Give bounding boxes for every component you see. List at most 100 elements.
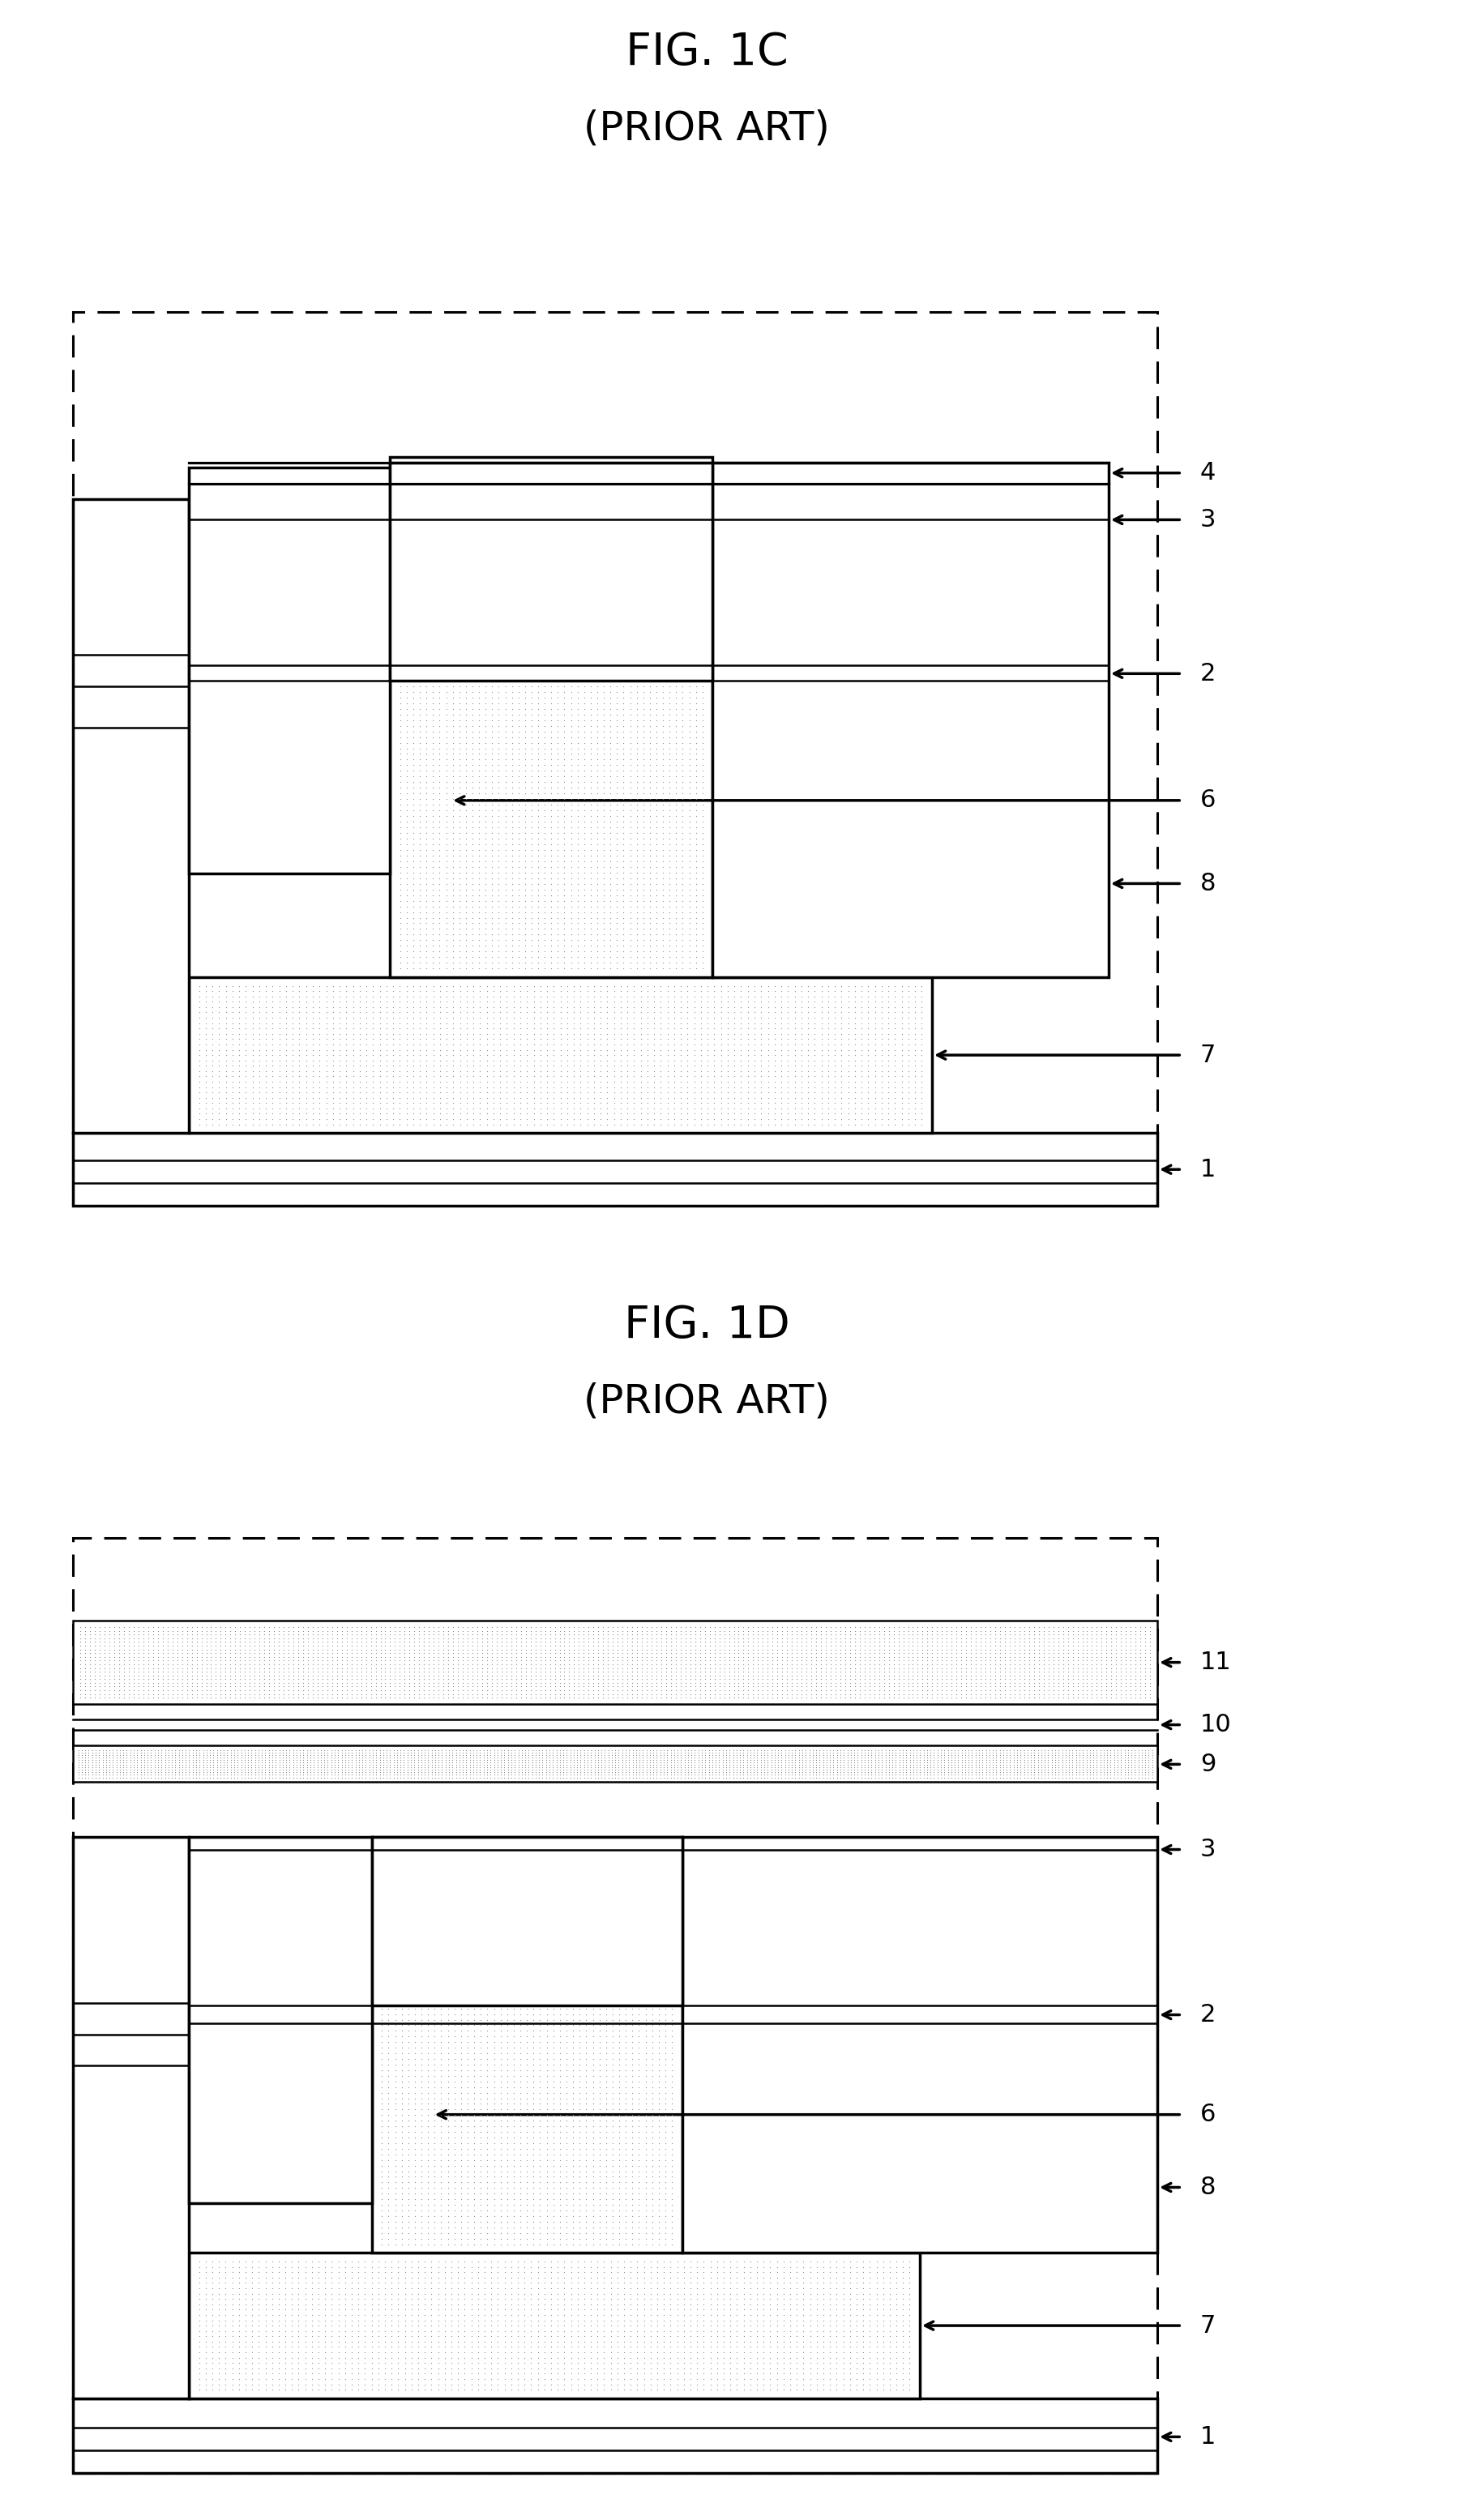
Point [449, 1905, 472, 1945]
Point [146, 1630, 170, 1671]
Point [417, 2134, 440, 2175]
Point [1092, 1736, 1116, 1777]
Point [576, 1036, 599, 1076]
Point [981, 1749, 1004, 1789]
Point [575, 1898, 598, 1938]
Point [567, 2190, 591, 2230]
Point [254, 1099, 278, 1139]
Point [654, 1938, 677, 1978]
Point [462, 988, 485, 1028]
Point [645, 446, 668, 486]
Point [611, 1749, 635, 1789]
Point [404, 2061, 427, 2102]
Point [415, 746, 439, 786]
Point [665, 2248, 689, 2288]
Point [601, 2094, 624, 2134]
Point [579, 1749, 602, 1789]
Point [556, 1008, 579, 1048]
Point [421, 879, 444, 920]
Point [651, 627, 674, 668]
Point [481, 869, 504, 910]
Point [561, 2079, 585, 2119]
Point [671, 925, 694, 965]
Point [870, 975, 893, 1016]
Point [423, 2202, 446, 2243]
Point [513, 2344, 537, 2384]
Point [689, 1071, 712, 1111]
Point [863, 1104, 886, 1144]
Point [890, 1084, 914, 1124]
Point [294, 1089, 317, 1129]
Point [446, 2301, 469, 2341]
Point [851, 2258, 874, 2298]
Point [474, 542, 497, 582]
Point [208, 2331, 231, 2371]
Point [896, 993, 920, 1033]
Point [738, 2349, 762, 2389]
Point [526, 2253, 550, 2293]
Point [436, 1887, 459, 1928]
Point [534, 1608, 557, 1648]
Point [314, 1046, 338, 1086]
Point [161, 1729, 184, 1769]
Point [98, 1658, 121, 1698]
Point [738, 2253, 762, 2293]
Point [892, 1648, 915, 1688]
Point [671, 824, 694, 864]
Point [452, 1663, 475, 1704]
Point [443, 1855, 466, 1895]
Point [712, 1643, 735, 1683]
Point [1016, 1749, 1039, 1789]
Point [507, 610, 531, 650]
Point [213, 2321, 237, 2361]
Point [548, 2079, 572, 2119]
Point [737, 1635, 760, 1676]
Point [449, 1089, 472, 1129]
Point [542, 1641, 566, 1681]
Point [466, 2354, 490, 2394]
Point [456, 1887, 480, 1928]
Point [944, 1671, 968, 1711]
Point [282, 1663, 306, 1704]
Point [509, 1104, 532, 1144]
Point [154, 1744, 177, 1784]
Point [390, 2112, 414, 2152]
Point [1124, 1635, 1148, 1676]
Point [187, 1094, 211, 1134]
Point [595, 2006, 618, 2046]
Point [776, 993, 800, 1033]
Point [1095, 1729, 1118, 1769]
Point [787, 1739, 810, 1779]
Point [1061, 1744, 1085, 1784]
Point [404, 2117, 427, 2157]
Point [449, 1041, 472, 1081]
Point [449, 2016, 472, 2056]
Point [1114, 1651, 1137, 1691]
Point [658, 620, 681, 660]
Point [415, 887, 439, 927]
Point [368, 1615, 392, 1656]
Point [692, 2263, 715, 2303]
Point [415, 897, 439, 937]
Point [354, 2311, 377, 2351]
Point [645, 1673, 668, 1714]
Point [466, 2326, 490, 2366]
Point [880, 1751, 904, 1792]
Point [769, 1003, 792, 1043]
Point [323, 1731, 346, 1772]
Point [866, 2364, 889, 2404]
Point [386, 1739, 409, 1779]
Point [500, 1618, 523, 1658]
Point [500, 751, 523, 791]
Point [500, 2349, 523, 2389]
Point [613, 474, 636, 514]
Point [535, 1066, 558, 1106]
Point [393, 1641, 417, 1681]
Point [449, 1938, 472, 1978]
Point [402, 801, 425, 842]
Point [621, 2084, 645, 2124]
Point [658, 774, 681, 814]
Point [626, 501, 649, 542]
Point [566, 1739, 589, 1779]
Point [367, 2364, 390, 2404]
